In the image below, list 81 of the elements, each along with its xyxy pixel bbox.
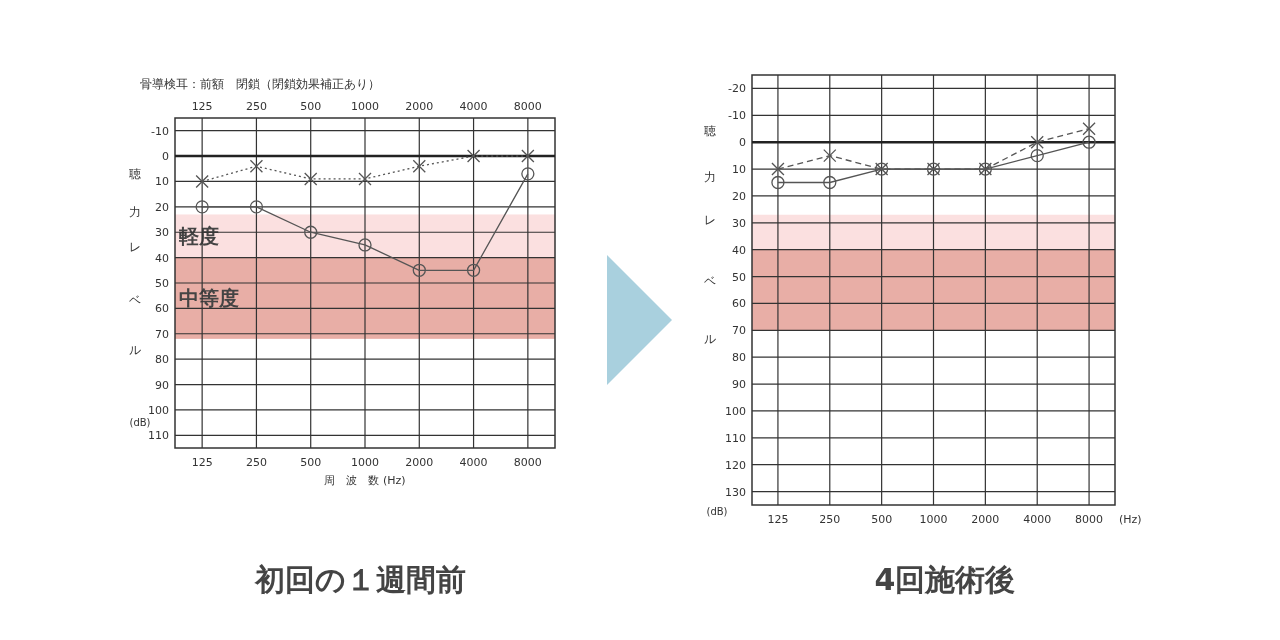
x2-tick-label: 125: [191, 456, 213, 469]
text: 4回施術後: [874, 562, 1016, 597]
x-tick-label: 1000: [919, 513, 948, 526]
y-tick-label: 0: [162, 150, 169, 164]
y-tick-label: -20: [728, 82, 746, 96]
y-tick-label: 80: [155, 353, 169, 367]
point: [304, 172, 318, 186]
y-tick-label: 90: [155, 378, 169, 392]
x-axis-title: (Hz): [1119, 513, 1142, 526]
y-tick-label: 0: [739, 136, 746, 150]
chart-subtitle: 骨導検耳：前額 閉鎖（閉鎖効果補正あり）: [140, 77, 380, 91]
point: [771, 175, 785, 190]
y-tick-label: 120: [725, 458, 746, 472]
y-tick-label: 20: [732, 189, 746, 203]
x-tick-label: 500: [871, 513, 893, 526]
y-axis-title: 聴力レベル: [703, 115, 717, 386]
y-tick-label: 70: [155, 327, 169, 341]
y-tick-label: 110: [725, 431, 746, 445]
point: [358, 238, 372, 252]
point: [466, 263, 481, 277]
x-tick-label: 500: [300, 100, 322, 113]
y-axis-title: 聴力レベル: [128, 158, 142, 389]
point: [195, 174, 209, 189]
y-tick-label: 130: [725, 485, 746, 499]
point: [249, 159, 264, 173]
y-tick-label: 100: [725, 404, 746, 418]
y-tick-label: 50: [155, 277, 169, 290]
y-tick-label: 80: [732, 351, 746, 365]
y-tick-label: 40: [155, 251, 169, 265]
point: [249, 200, 264, 214]
x-tick-label: 125: [191, 100, 213, 113]
point: [1030, 148, 1044, 163]
x-tick-label: 250: [819, 513, 841, 526]
point: [521, 149, 535, 163]
point: [1082, 135, 1096, 149]
x-tick-label: 250: [245, 100, 267, 113]
text: (dB): [129, 417, 151, 428]
text: (dB): [706, 506, 728, 517]
point: [466, 149, 481, 163]
y-tick-label: -10: [728, 109, 746, 123]
x-axis-title: 周 波 数 (Hz): [324, 474, 406, 487]
x2-tick-label: 2000: [405, 456, 434, 469]
x-tick-label: 1000: [350, 100, 379, 113]
x2-tick-label: 8000: [513, 456, 542, 469]
point: [1030, 135, 1044, 149]
y-tick-label: 20: [155, 200, 169, 214]
x2-tick-label: 250: [245, 456, 267, 469]
x-tick-label: 2000: [405, 100, 434, 113]
y-tick-label: 60: [732, 297, 746, 311]
x2-tick-label: 4000: [459, 456, 488, 469]
y-tick-label: 60: [155, 302, 169, 316]
point: [823, 148, 837, 163]
point: [358, 172, 372, 186]
x2-tick-label: 500: [300, 456, 322, 469]
point: [304, 225, 318, 239]
y-tick-label: 10: [732, 163, 746, 177]
y-tick-label: 30: [732, 216, 746, 230]
x-tick-label: 8000: [1075, 513, 1104, 526]
y-tick-label: 40: [732, 243, 746, 257]
point: [412, 263, 426, 277]
x-tick-label: 4000: [459, 100, 488, 113]
y-tick-label: 50: [732, 270, 746, 284]
y-tick-label: 10: [155, 175, 169, 189]
x-tick-label: 2000: [971, 513, 1000, 526]
point: [1082, 122, 1096, 136]
y-tick-label: 110: [148, 429, 169, 443]
x2-tick-label: 1000: [351, 456, 379, 469]
point: [521, 167, 535, 181]
y-tick-label: 70: [732, 324, 746, 338]
text: 初回の１週間前: [253, 562, 466, 597]
point: [412, 159, 426, 173]
point: [823, 175, 837, 190]
y-tick-label: 90: [732, 378, 746, 392]
x-tick-label: 8000: [513, 100, 542, 113]
y-tick-label: -10: [151, 124, 169, 138]
x-tick-label: 125: [767, 513, 789, 526]
y-tick-label: 100: [148, 403, 169, 417]
y-tick-label: 30: [155, 226, 169, 240]
x-tick-label: 4000: [1023, 513, 1052, 526]
point: [771, 162, 785, 176]
point: [195, 200, 209, 214]
